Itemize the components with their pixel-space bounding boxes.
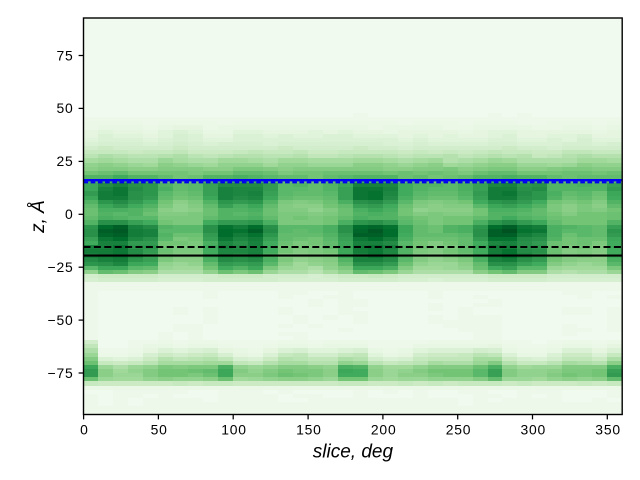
svg-text:300: 300 (521, 421, 547, 437)
svg-text:250: 250 (446, 421, 472, 437)
svg-text:0: 0 (65, 206, 74, 222)
svg-text:100: 100 (221, 421, 247, 437)
svg-text:−75: −75 (48, 365, 74, 381)
svg-text:−50: −50 (48, 312, 74, 328)
svg-text:350: 350 (595, 421, 621, 437)
svg-text:−25: −25 (48, 259, 74, 275)
svg-text:z, Å: z, Å (28, 200, 49, 234)
svg-text:200: 200 (371, 421, 397, 437)
svg-text:25: 25 (56, 153, 73, 169)
svg-text:0: 0 (80, 421, 89, 437)
svg-text:75: 75 (56, 47, 73, 63)
svg-text:50: 50 (151, 421, 168, 437)
svg-text:50: 50 (56, 100, 73, 116)
svg-text:150: 150 (296, 421, 322, 437)
svg-text:slice, deg: slice, deg (313, 442, 394, 463)
